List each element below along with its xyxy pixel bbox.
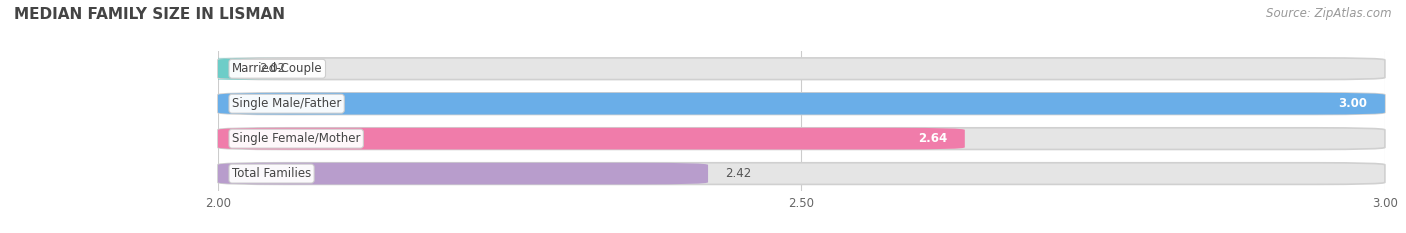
Text: Single Female/Mother: Single Female/Mother <box>232 132 360 145</box>
FancyBboxPatch shape <box>218 93 1385 115</box>
FancyBboxPatch shape <box>218 163 1385 185</box>
Text: Single Male/Father: Single Male/Father <box>232 97 342 110</box>
Text: Married-Couple: Married-Couple <box>232 62 322 75</box>
FancyBboxPatch shape <box>218 128 965 150</box>
FancyBboxPatch shape <box>218 128 1385 150</box>
FancyBboxPatch shape <box>172 58 288 80</box>
Text: 2.02: 2.02 <box>259 62 285 75</box>
FancyBboxPatch shape <box>218 163 709 185</box>
FancyBboxPatch shape <box>218 58 1385 80</box>
FancyBboxPatch shape <box>218 93 1385 115</box>
Text: Total Families: Total Families <box>232 167 311 180</box>
Text: 2.42: 2.42 <box>725 167 752 180</box>
Text: 2.64: 2.64 <box>918 132 948 145</box>
Text: Source: ZipAtlas.com: Source: ZipAtlas.com <box>1267 7 1392 20</box>
Text: 3.00: 3.00 <box>1339 97 1368 110</box>
Text: MEDIAN FAMILY SIZE IN LISMAN: MEDIAN FAMILY SIZE IN LISMAN <box>14 7 285 22</box>
